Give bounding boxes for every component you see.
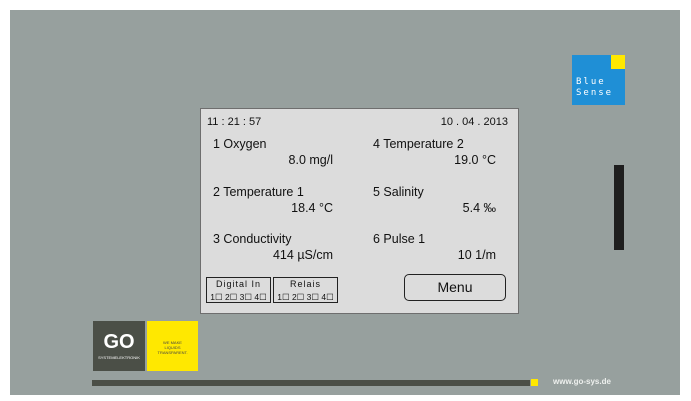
go-text: GO bbox=[103, 331, 135, 353]
reading-label: 2 Temperature 1 bbox=[213, 184, 304, 199]
logo-text: Blue bbox=[576, 77, 606, 87]
date: 10 . 04 . 2013 bbox=[440, 116, 508, 128]
reading-value: 18.4 °C bbox=[291, 200, 333, 215]
reading-label: 4 Temperature 2 bbox=[373, 137, 464, 151]
status-channels: 1☐ 2☐ 3☐ 4☐ bbox=[277, 292, 334, 302]
display-screen: 11 : 21 : 57 10 . 04 . 2013 1 Oxygen 8.0 … bbox=[200, 108, 519, 314]
card-slot bbox=[614, 165, 624, 250]
menu-button[interactable]: Menu bbox=[404, 274, 506, 301]
reading-label: 1 Oxygen bbox=[213, 137, 267, 151]
status-title: Digital In bbox=[215, 279, 261, 289]
logo-square bbox=[611, 55, 625, 69]
reading-value: 414 µS/cm bbox=[272, 248, 333, 262]
footer-square bbox=[531, 379, 538, 386]
status-title: Relais bbox=[289, 279, 321, 289]
bluesense-logo: Blue Sense bbox=[572, 55, 625, 105]
reading-label: 3 Conductivity bbox=[213, 232, 292, 246]
url: www.go-sys.de bbox=[553, 377, 611, 386]
reading-value: 19.0 °C bbox=[454, 153, 496, 167]
reading-label: 6 Pulse 1 bbox=[373, 232, 426, 246]
status-channels: 1☐ 2☐ 3☐ 4☐ bbox=[210, 292, 267, 302]
reading-value: 8.0 mg/l bbox=[288, 153, 333, 167]
slogan: WE MAKE LIQUIDS TRANSPARENT. bbox=[157, 340, 188, 355]
status-box: Digital In 1☐ 2☐ 3☐ 4☐ bbox=[206, 277, 271, 303]
reading-label: 5 Salinity bbox=[373, 184, 424, 199]
footer-bar bbox=[92, 380, 530, 386]
logo-text: Sense bbox=[576, 88, 614, 98]
status-box: Relais 1☐ 2☐ 3☐ 4☐ bbox=[273, 277, 338, 303]
time: 11 : 21 : 57 bbox=[207, 116, 262, 128]
go-logo: GO SYSTEMELEKTRONIK bbox=[93, 321, 145, 371]
reading-value: 10 1/m bbox=[457, 248, 496, 262]
reading-value: 5.4 ‰ bbox=[462, 200, 496, 215]
go-subtext: SYSTEMELEKTRONIK bbox=[98, 355, 140, 360]
slogan-box: WE MAKE LIQUIDS TRANSPARENT. bbox=[147, 321, 198, 371]
